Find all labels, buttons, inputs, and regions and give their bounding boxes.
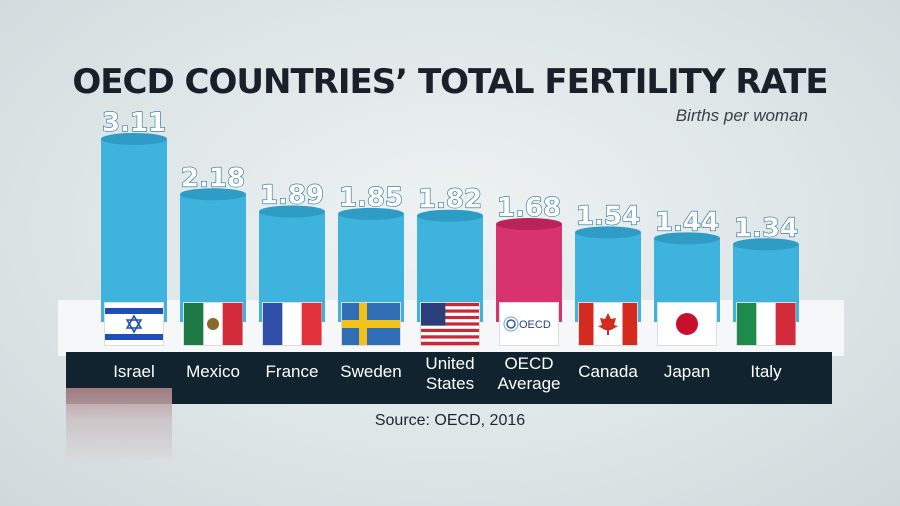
bar-cap xyxy=(180,188,246,201)
value-label: 1.85 xyxy=(339,183,403,213)
bar-cap xyxy=(338,207,404,220)
flag-france-icon xyxy=(262,302,322,346)
category-label: Italy xyxy=(750,362,782,381)
bar-cap xyxy=(575,226,641,239)
category-label: Canada xyxy=(578,362,638,381)
chart-source: Source: OECD, 2016 xyxy=(374,412,526,429)
value-label: 1.89 xyxy=(260,181,324,211)
category-label: France xyxy=(266,362,319,381)
category-label: United States xyxy=(425,354,474,393)
bar-israel xyxy=(101,138,167,322)
category-label: Mexico xyxy=(186,362,240,381)
chart-title: OECD COUNTRIES’ TOTAL FERTILITY RATE xyxy=(72,62,828,102)
flag-canada-icon xyxy=(578,302,638,346)
bar-mexico xyxy=(180,194,246,322)
category-label-strip xyxy=(66,352,832,404)
flag-sweden-icon xyxy=(341,302,401,346)
flag-israel-icon xyxy=(104,302,164,346)
value-label: 1.68 xyxy=(497,193,561,223)
flag-oecd-icon: OECD xyxy=(499,302,559,346)
value-label: 3.11 xyxy=(102,108,166,138)
value-label: 1.82 xyxy=(418,185,482,215)
flag-united-states-icon xyxy=(420,302,480,346)
flag-italy-icon xyxy=(736,302,796,346)
category-label: Japan xyxy=(664,362,710,381)
value-label: 1.44 xyxy=(655,207,719,237)
flag-mexico-icon xyxy=(183,302,243,346)
category-label: Israel xyxy=(113,362,155,381)
value-label: 1.54 xyxy=(576,201,640,231)
value-label: 1.34 xyxy=(734,213,798,243)
category-label: OECD Average xyxy=(497,354,560,393)
flag-japan-icon xyxy=(657,302,717,346)
bar-cap xyxy=(101,132,167,145)
oecd-logo-text: OECD xyxy=(519,319,551,331)
bar-cap xyxy=(417,209,483,222)
chart-subtitle: Births per woman xyxy=(675,106,808,125)
bar-cap xyxy=(496,218,562,231)
bar-cap xyxy=(654,232,720,245)
value-label: 2.18 xyxy=(181,163,245,193)
bar-cap xyxy=(733,238,799,251)
category-label: Sweden xyxy=(340,362,401,381)
blurred-logo-overlay xyxy=(66,388,172,460)
bar-cap xyxy=(259,205,325,218)
